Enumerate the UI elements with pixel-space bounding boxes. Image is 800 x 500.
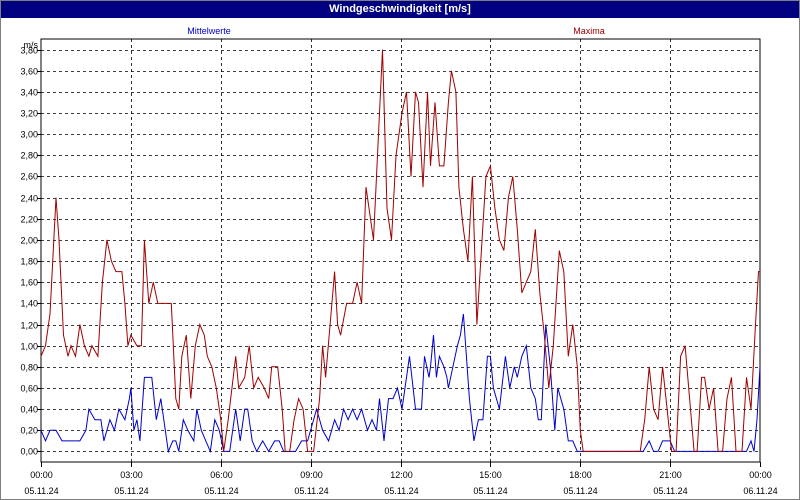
- y-tick-label: 0,40: [20, 405, 38, 415]
- plot-area: [40, 38, 761, 463]
- y-tick-label: 2,60: [20, 172, 38, 182]
- y-tick-label: 0,60: [20, 384, 38, 394]
- y-tick-label: 3,20: [20, 109, 38, 119]
- y-tick-label: 2,40: [20, 194, 38, 204]
- y-tick-label: 2,00: [20, 236, 38, 246]
- window-title: Windgeschwindigkeit [m/s]: [1, 1, 799, 18]
- y-tick-label: 3,40: [20, 88, 38, 98]
- x-tick-date-label: 05.11.24: [24, 486, 58, 496]
- series-line-maxima: [40, 49, 760, 452]
- y-tick-label: 3,80: [20, 46, 38, 56]
- legend-mittelwerte: Mittelwerte: [187, 26, 231, 36]
- x-tick-date-label: 05.11.24: [114, 486, 148, 496]
- series-line-mittelwerte: [40, 313, 761, 454]
- y-tick-label: 1,40: [20, 299, 38, 309]
- legend-maxima: Maxima: [573, 26, 605, 36]
- x-tick-time-label: 09:00: [300, 470, 323, 480]
- x-tick-date-label: 05.11.24: [653, 486, 687, 496]
- y-tick-label: 3,60: [20, 67, 38, 77]
- x-tick-time-label: 21:00: [659, 470, 682, 480]
- y-tick-label: 1,80: [20, 257, 38, 267]
- y-tick-label: 0,80: [20, 363, 38, 373]
- x-tick-date-label: 05.11.24: [473, 486, 507, 496]
- x-tick-time-label: 03:00: [120, 470, 143, 480]
- x-tick-date-label: 05.11.24: [294, 486, 328, 496]
- x-tick-date-label: 06.11.24: [743, 486, 777, 496]
- y-tick-label: 3,00: [20, 130, 38, 140]
- x-tick-date-label: 05.11.24: [563, 486, 597, 496]
- y-tick-label: 0,00: [20, 447, 38, 457]
- x-tick-time-label: 06:00: [210, 470, 233, 480]
- y-tick-label: 1,60: [20, 278, 38, 288]
- x-tick-date-label: 05.11.24: [204, 486, 238, 496]
- y-tick-label: 1,20: [20, 321, 38, 331]
- y-axis-unit-label: m/s: [24, 40, 39, 50]
- x-tick-time-label: 18:00: [569, 470, 592, 480]
- x-tick-time-label: 00:00: [749, 470, 772, 480]
- x-tick-time-label: 15:00: [479, 470, 502, 480]
- y-tick-label: 2,20: [20, 215, 38, 225]
- x-tick-date-label: 05.11.24: [384, 486, 418, 496]
- y-tick-label: 2,80: [20, 151, 38, 161]
- y-tick-label: 1,00: [20, 342, 38, 352]
- x-tick-time-label: 00:00: [30, 470, 53, 480]
- x-tick-time-label: 12:00: [390, 470, 413, 480]
- y-tick-label: 0,20: [20, 426, 38, 436]
